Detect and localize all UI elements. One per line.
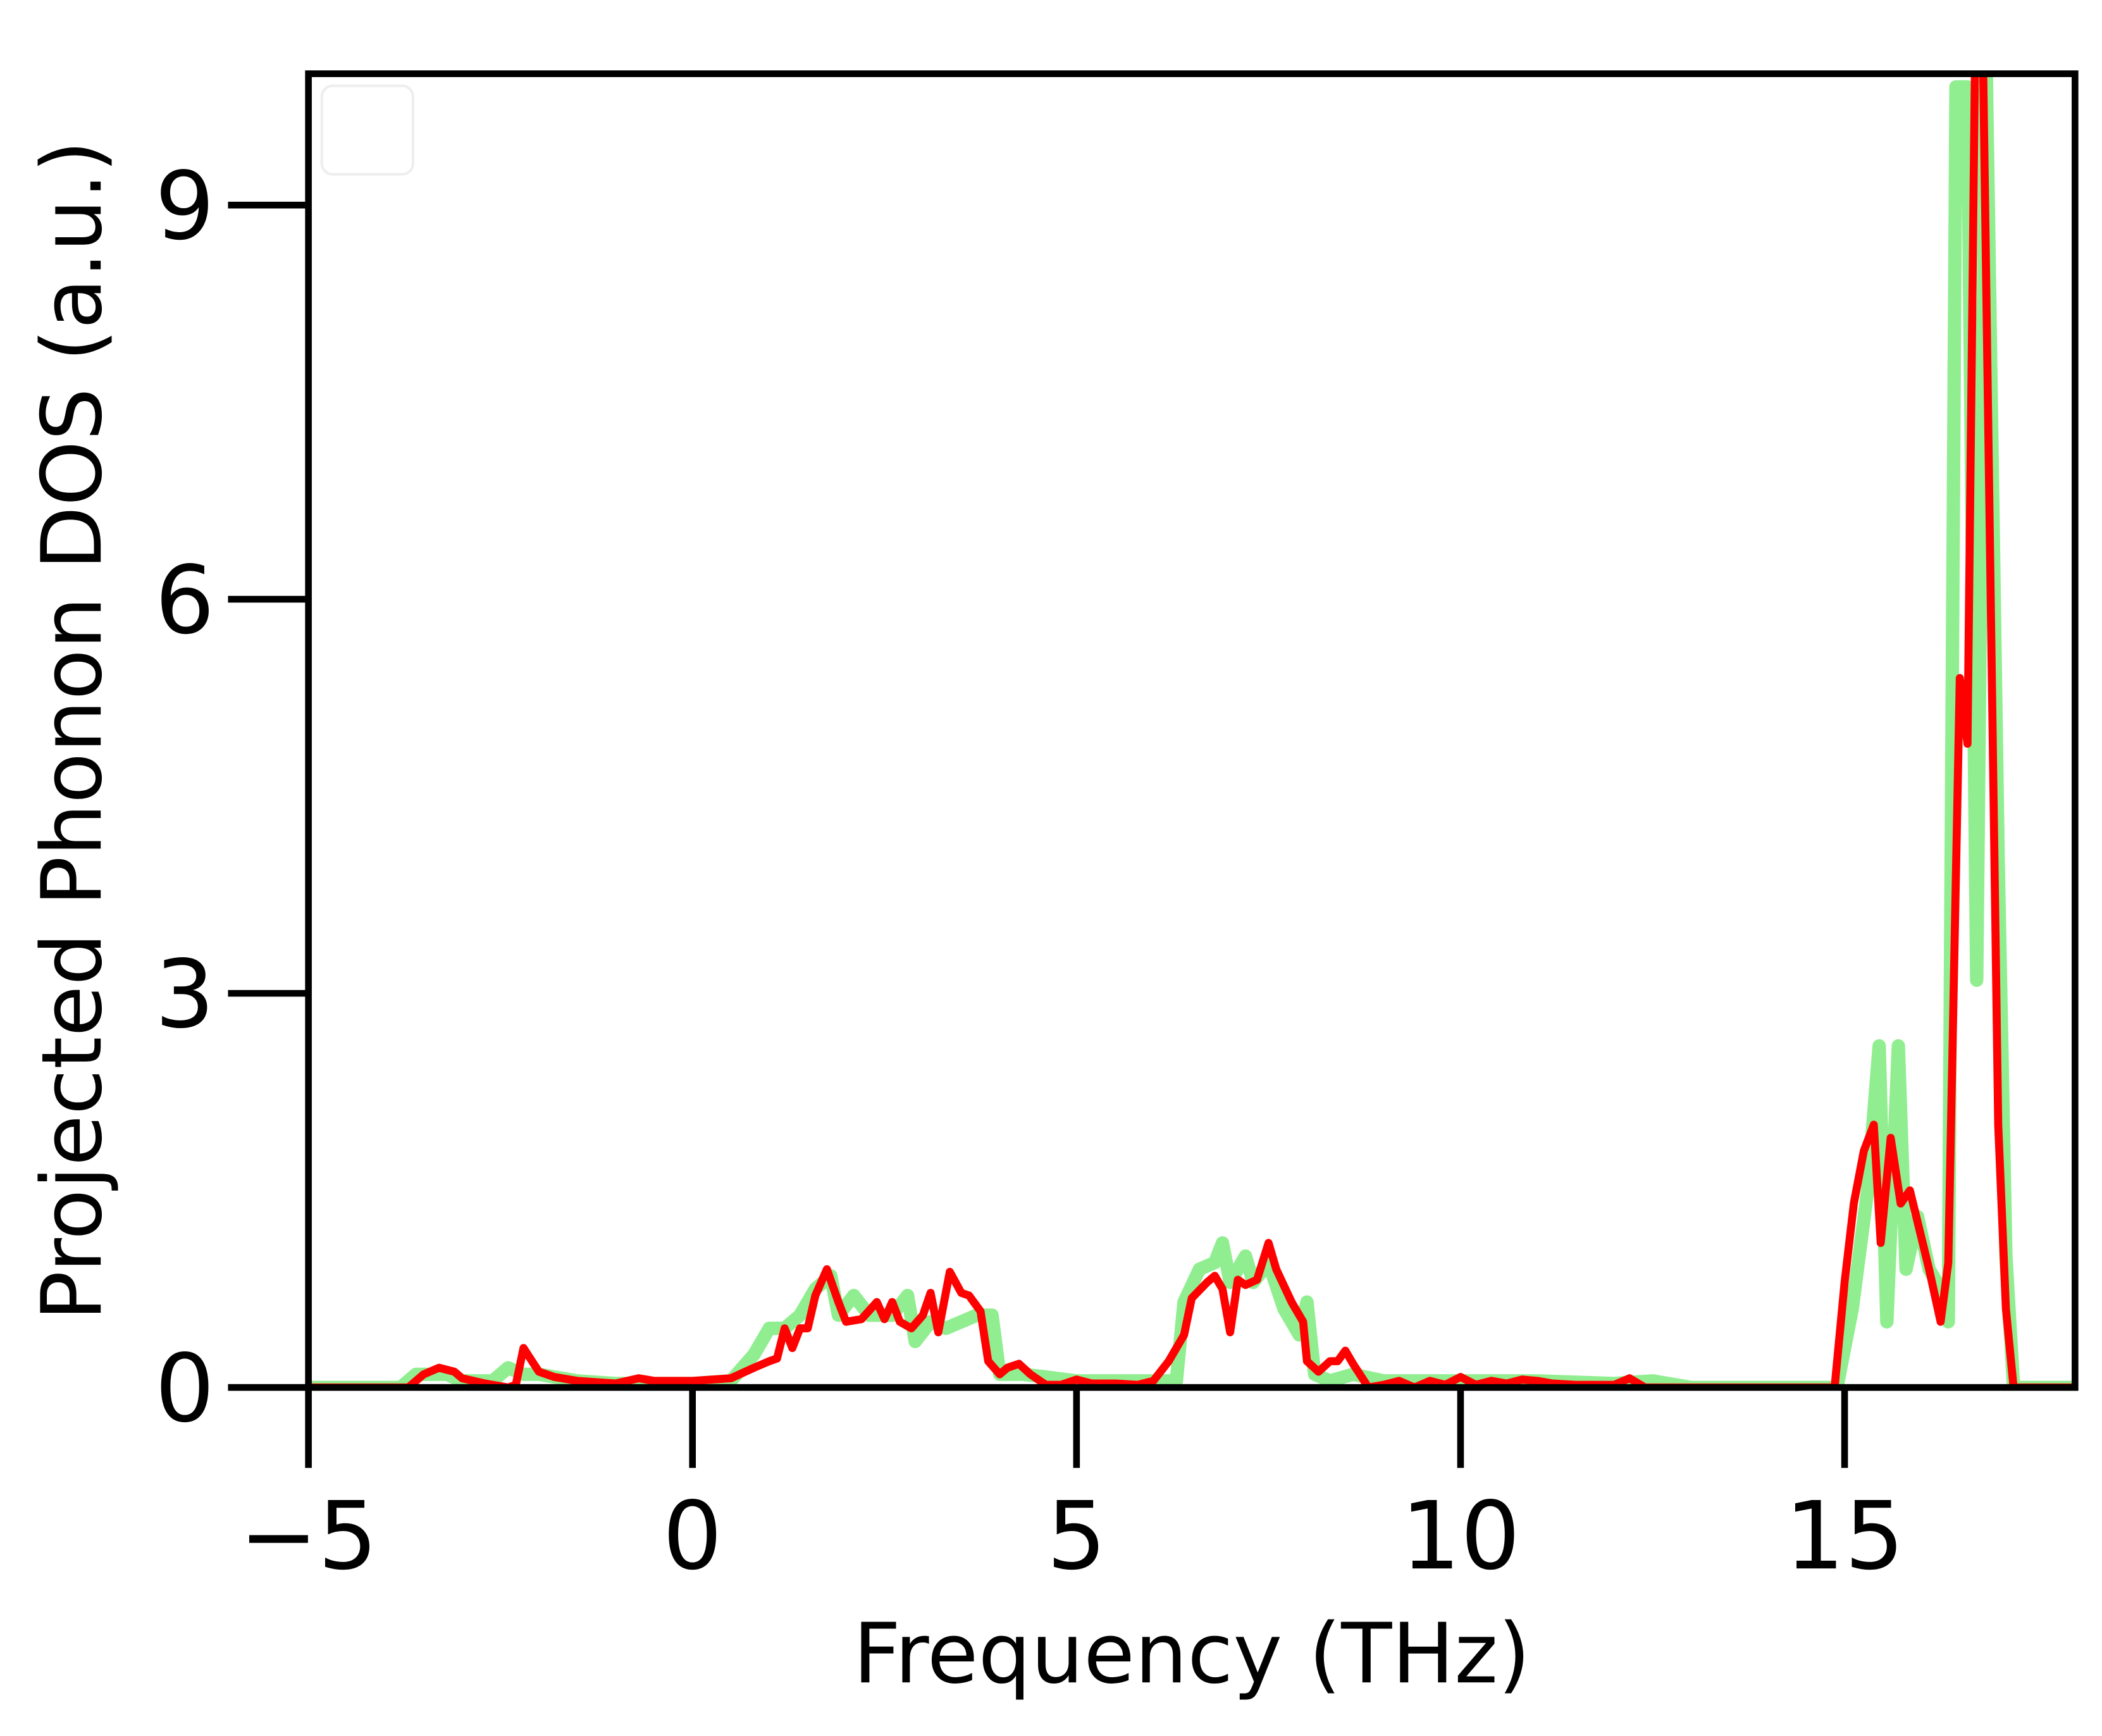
y-axis-label: Projected Phonon DOS (a.u.) (23, 140, 120, 1321)
series-line (308, 73, 2075, 1388)
frame (305, 70, 2079, 1391)
x-tick-label: 10 (1401, 1481, 1521, 1590)
x-tick-label: 5 (1047, 1481, 1106, 1590)
y-tick-label: 6 (155, 545, 214, 655)
legend-box (320, 84, 415, 176)
y-tick-label: 9 (155, 151, 214, 261)
x-tick-label: 15 (1785, 1481, 1905, 1590)
y-tick-label: 3 (155, 939, 214, 1049)
y-tick-label: 0 (155, 1334, 214, 1443)
x-tick-label: −5 (239, 1481, 378, 1590)
x-tick-label: 0 (663, 1481, 722, 1590)
plot-area (308, 73, 2075, 1388)
series-line (308, 73, 2075, 1388)
x-axis-label: Frequency (THz) (853, 1605, 1531, 1702)
